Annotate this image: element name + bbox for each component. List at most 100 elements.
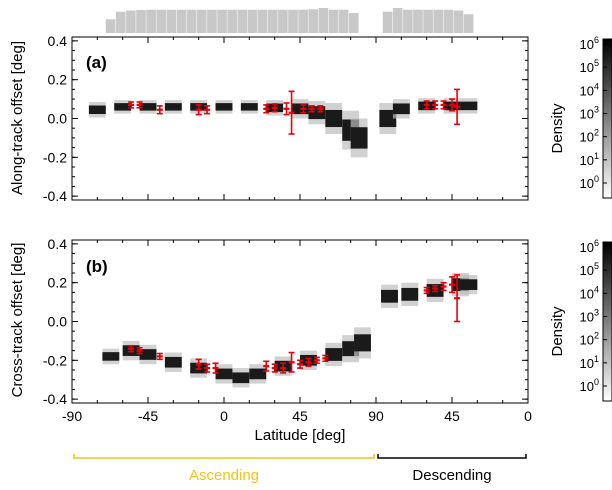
colorbar-tick-label: 103 [580, 308, 599, 325]
colorbar-label: Density [549, 103, 566, 154]
error-bar [440, 100, 447, 110]
error-bar [449, 276, 455, 294]
histogram-bar [267, 9, 278, 33]
histogram-bar [382, 11, 393, 33]
x-tick-label: 0 [524, 408, 532, 424]
y-tick-label: 0.0 [48, 111, 68, 127]
error-bar [283, 102, 290, 116]
histogram-bar [348, 13, 359, 33]
colorbar-tick-label: 105 [580, 261, 599, 278]
error-bar [263, 104, 270, 114]
colorbar-tick-label: 101 [580, 354, 599, 371]
histogram-bar [217, 9, 227, 33]
orbit-segments: Ascending Descending [73, 454, 527, 484]
density-cell-core [102, 352, 120, 361]
error-bar [305, 357, 312, 367]
histogram-bar [115, 11, 126, 33]
y-tick-label: 0.2 [48, 72, 68, 88]
error-bar [297, 359, 303, 369]
histogram-bar [105, 19, 116, 33]
y-tick-label: 0.0 [48, 314, 68, 330]
error-bar [300, 104, 307, 114]
colorbar-tick-label: 100 [580, 377, 599, 394]
error-bar [263, 360, 270, 372]
density-band-a [88, 98, 478, 158]
histogram-bar [257, 9, 268, 33]
x-ticks-b [71, 240, 529, 403]
error-bar [440, 281, 447, 292]
x-tick-label: -90 [62, 408, 82, 424]
error-bar [288, 351, 295, 373]
colorbar-tick-label: 106 [580, 238, 599, 255]
error-bar [204, 105, 211, 115]
error-bar [156, 105, 163, 115]
error-bar [136, 101, 143, 109]
colorbar-tick-label: 103 [580, 105, 599, 122]
segment-bracket [377, 454, 527, 459]
y-tick-label: -0.2 [43, 352, 67, 368]
error-bar [308, 105, 315, 113]
histogram-bar [176, 9, 187, 33]
histogram-bar [318, 8, 329, 33]
colorbar-gradient [602, 38, 612, 199]
error-bar [212, 362, 219, 374]
error-bar [195, 104, 202, 116]
density-cell-core [240, 103, 258, 111]
colorbar-tick-label: 104 [580, 284, 599, 301]
y-axis-label-b: Cross-track offset [deg] [9, 243, 26, 398]
error-bar [156, 352, 163, 361]
error-bar [288, 90, 295, 135]
histogram-bar [166, 9, 177, 33]
panel-b: 0.4 0.2 0.0 -0.2 -0.4 (b) Cross-track offset… [9, 236, 529, 407]
histogram-bar [247, 9, 258, 33]
histogram-bar [227, 9, 238, 33]
colorbar-tick-label: 100 [580, 174, 599, 191]
colorbar-tick-label: 105 [580, 58, 599, 75]
x-tick-label: 90 [368, 408, 384, 424]
histogram-bar [288, 9, 298, 33]
histogram-bar [298, 9, 308, 33]
x-tick-label: -45 [138, 408, 158, 424]
segment-bracket [73, 454, 375, 459]
histogram-bar [453, 10, 464, 33]
histogram-bar [126, 10, 136, 33]
panel-label-b: (b) [86, 257, 108, 276]
colorbar-tick-label: 101 [580, 151, 599, 168]
density-cell-core [401, 287, 419, 301]
density-cell-core [139, 103, 157, 111]
density-cell-core [291, 103, 309, 115]
segment-label: Descending [412, 467, 491, 484]
error-bar [271, 103, 278, 113]
colorbar-tick-label: 102 [580, 331, 599, 348]
error-bar [128, 101, 135, 109]
x-tick-labels: -90 -45 0 45 90 45 0 [62, 408, 532, 424]
colorbar-tick-label: 104 [580, 81, 599, 98]
histogram-bar [338, 9, 349, 33]
histogram-bar [328, 9, 339, 33]
y-axis-label-a: Along-track offset [deg] [9, 41, 26, 195]
density-cell-core [325, 109, 343, 128]
y-tick-label: -0.4 [43, 391, 67, 407]
histogram-bar [146, 9, 156, 33]
y-ticks-b: 0.4 0.2 0.0 -0.2 -0.4 [43, 236, 528, 407]
x-tick-label: 0 [220, 408, 228, 424]
density-cell-core [354, 334, 371, 352]
histogram-bar [433, 9, 444, 33]
x-axis-label: Latitude [deg] [255, 427, 346, 444]
density-cell-core [114, 103, 132, 111]
colorbar-tick-label: 106 [580, 35, 599, 52]
error-bar [204, 363, 211, 373]
density-cell-core [392, 103, 410, 115]
histogram-bar [403, 9, 413, 33]
density-cell-core [232, 372, 250, 384]
error-bar [454, 274, 461, 323]
segment-label: Ascending [189, 467, 259, 484]
y-tick-label: 0.2 [48, 275, 68, 291]
error-bar [317, 105, 324, 113]
density-cell-core [215, 368, 233, 380]
density-cell-core [215, 103, 233, 111]
error-bar [136, 346, 143, 355]
histogram-bar [196, 9, 207, 33]
colorbar-tick-label: 102 [580, 128, 599, 145]
histogram-bar [237, 9, 248, 33]
